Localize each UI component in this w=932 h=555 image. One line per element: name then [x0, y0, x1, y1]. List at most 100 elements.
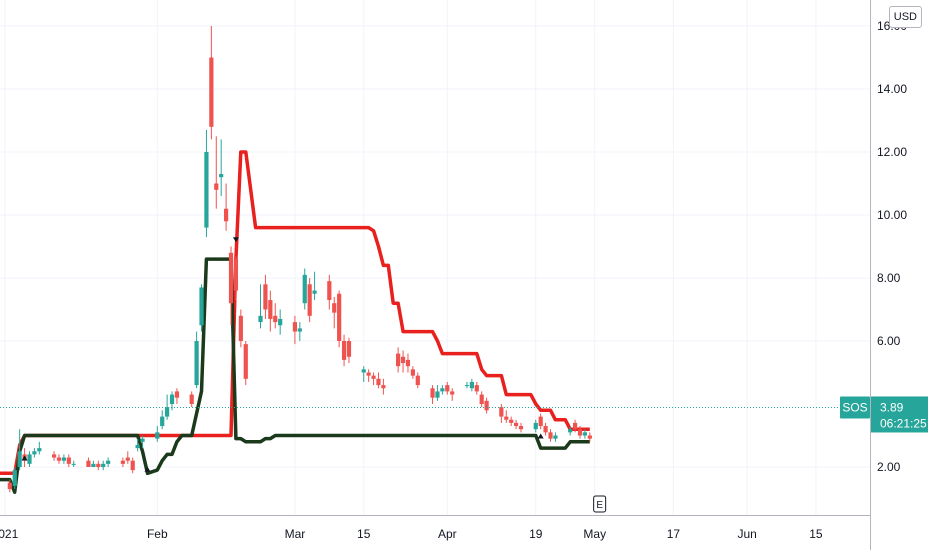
buy-signal-icon: [144, 466, 151, 472]
candle: [381, 378, 386, 395]
candle: [366, 369, 371, 382]
candle: [120, 457, 125, 467]
candle: [302, 268, 307, 310]
candle: [37, 441, 42, 455]
candle: [400, 350, 406, 373]
candle-body: [140, 438, 145, 442]
candle-body: [17, 451, 22, 467]
y-tick-label: 2.00: [877, 460, 901, 474]
candle: [169, 391, 175, 411]
candle: [155, 426, 160, 442]
candle: [337, 290, 342, 348]
y-tick-label: 14.00: [877, 82, 907, 96]
candle-body: [12, 470, 17, 486]
candle: [204, 129, 209, 238]
candle-body: [484, 400, 489, 411]
candle-body: [405, 359, 411, 367]
candle: [199, 284, 204, 332]
candle: [243, 341, 248, 386]
candle-body: [568, 429, 573, 433]
candle-body: [381, 385, 386, 389]
candle-body: [346, 341, 352, 357]
candle: [66, 454, 71, 467]
candle-body: [430, 388, 435, 398]
candle-body: [130, 460, 135, 471]
candle: [518, 422, 524, 433]
candle: [396, 347, 401, 373]
candle-body: [37, 448, 42, 452]
candle-body: [224, 208, 229, 222]
candle-body: [400, 356, 406, 364]
candle: [538, 413, 543, 430]
candle-body: [307, 284, 312, 316]
candle-body: [66, 457, 71, 464]
candle: [582, 429, 588, 439]
candle: [125, 451, 130, 464]
candle-body: [504, 416, 509, 420]
candle-body: [228, 252, 234, 304]
candle: [12, 467, 17, 490]
candle: [106, 457, 111, 467]
candle: [346, 337, 352, 364]
candle-body: [371, 375, 376, 379]
candle: [209, 26, 214, 140]
candle: [32, 448, 37, 458]
earnings-marker[interactable]: E: [593, 495, 607, 513]
candle-body: [548, 432, 553, 439]
candle: [543, 422, 548, 436]
candle: [56, 454, 62, 464]
candle-body: [125, 457, 130, 461]
candle-body: [469, 381, 474, 389]
candle-body: [169, 394, 175, 404]
candle: [101, 460, 106, 471]
candle-body: [278, 318, 283, 326]
upper-band-line: [0, 150, 590, 476]
candle: [160, 410, 165, 430]
candle: [174, 388, 180, 404]
earnings-marker-box: [593, 495, 607, 513]
candle-body: [199, 287, 204, 326]
x-tick-label: Mar: [285, 527, 306, 541]
candle-body: [273, 315, 278, 323]
candle-body: [7, 482, 12, 490]
candle: [312, 271, 317, 301]
candle: [219, 139, 224, 197]
candle-body: [292, 322, 298, 332]
candle-body: [32, 451, 37, 455]
candle-body: [499, 407, 504, 417]
band-lines: [0, 150, 590, 494]
candle-body: [155, 432, 160, 439]
candle: [405, 353, 411, 373]
candle-body: [582, 432, 588, 436]
x-tick-label: 17: [667, 527, 681, 541]
candle: [553, 432, 558, 442]
candle: [484, 397, 489, 414]
candle-body: [327, 281, 332, 301]
candle-body: [258, 315, 263, 323]
candle: [376, 372, 381, 389]
candle-body: [440, 388, 445, 392]
candle: [440, 385, 445, 395]
currency-badge[interactable]: USD: [888, 6, 922, 28]
candle-body: [204, 152, 209, 228]
candle: [474, 381, 479, 395]
candle-body: [106, 460, 111, 464]
candle-body: [450, 391, 455, 395]
candle-body: [312, 290, 317, 294]
ticker-label-bg: [840, 396, 870, 419]
candle: [27, 451, 32, 467]
candle-body: [543, 426, 548, 433]
ticker-text: SOS: [842, 400, 867, 414]
ticker-label: SOS: [840, 396, 870, 419]
countdown-text: 06:21:25: [880, 416, 927, 430]
candle-body: [415, 375, 420, 386]
candle: [214, 136, 219, 209]
y-tick-label: 8.00: [877, 271, 901, 285]
candle-body: [189, 394, 194, 404]
candle: [17, 429, 22, 471]
candle-body: [61, 457, 66, 461]
candle-body: [219, 174, 224, 178]
candle: [278, 309, 283, 335]
